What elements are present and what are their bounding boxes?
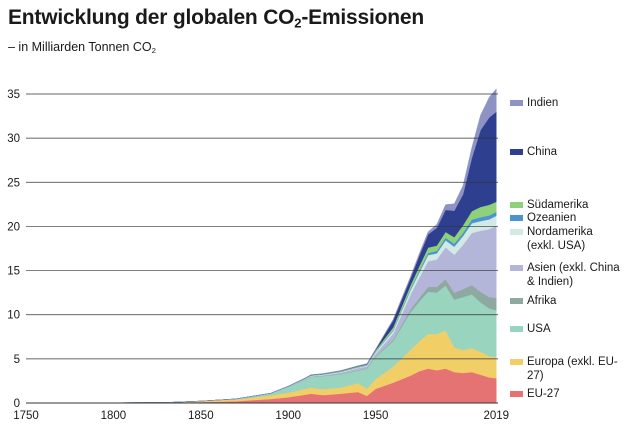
legend-swatch bbox=[510, 202, 523, 208]
y-tick-label: 30 bbox=[7, 133, 20, 145]
legend-label: China bbox=[527, 146, 558, 158]
x-tick-label: 1800 bbox=[101, 410, 127, 422]
x-tick-label: 1950 bbox=[363, 410, 389, 422]
legend-swatch bbox=[510, 229, 523, 235]
legend-swatch bbox=[510, 359, 523, 365]
legend-swatch bbox=[510, 100, 523, 106]
chart-subtitle: – in Milliarden Tonnen CO2 bbox=[8, 40, 156, 55]
y-tick-label: 5 bbox=[14, 354, 20, 366]
x-tick-label: 1850 bbox=[188, 410, 214, 422]
legend-swatch bbox=[510, 149, 523, 155]
legend-label: Indien bbox=[527, 97, 559, 109]
legend-label: EU-27 bbox=[527, 388, 560, 400]
legend-swatch bbox=[510, 391, 523, 397]
title-rest: -Emissionen bbox=[301, 6, 425, 29]
y-tick-label: 25 bbox=[7, 177, 20, 189]
legend-label: USA bbox=[527, 323, 551, 335]
y-tick-label: 15 bbox=[7, 266, 20, 278]
x-tick-label: 1900 bbox=[275, 410, 301, 422]
legend-label: Nordamerika (exkl. USA) bbox=[527, 226, 593, 252]
chart-title: Entwicklung der globalen CO2-Emissionen bbox=[8, 6, 424, 30]
subtitle-main: – in Milliarden Tonnen CO bbox=[8, 40, 152, 54]
legend-label: Afrika bbox=[527, 295, 557, 307]
y-tick-label: 10 bbox=[7, 310, 20, 322]
x-tick-label: 2019 bbox=[483, 410, 509, 422]
subtitle-subscript: 2 bbox=[151, 45, 156, 55]
x-tick-label: 1750 bbox=[13, 410, 39, 422]
legend-swatch bbox=[510, 265, 523, 271]
legend-label: Asien (exkl. China & Indien) bbox=[527, 262, 620, 288]
legend-swatch bbox=[510, 215, 523, 221]
title-main: Entwicklung der globalen CO bbox=[8, 6, 295, 29]
title-subscript: 2 bbox=[294, 15, 302, 31]
y-tick-label: 0 bbox=[14, 398, 20, 410]
y-tick-label: 20 bbox=[7, 221, 20, 233]
area-series-9 bbox=[25, 88, 497, 404]
legend-swatch bbox=[510, 298, 523, 304]
y-tick-label: 35 bbox=[7, 89, 20, 101]
legend-swatch bbox=[510, 326, 523, 332]
legend-label: Südamerika bbox=[527, 199, 589, 211]
legend-label: Ozeanien bbox=[527, 212, 577, 224]
legend-label: Europa (exkl. EU-27) bbox=[527, 356, 618, 382]
